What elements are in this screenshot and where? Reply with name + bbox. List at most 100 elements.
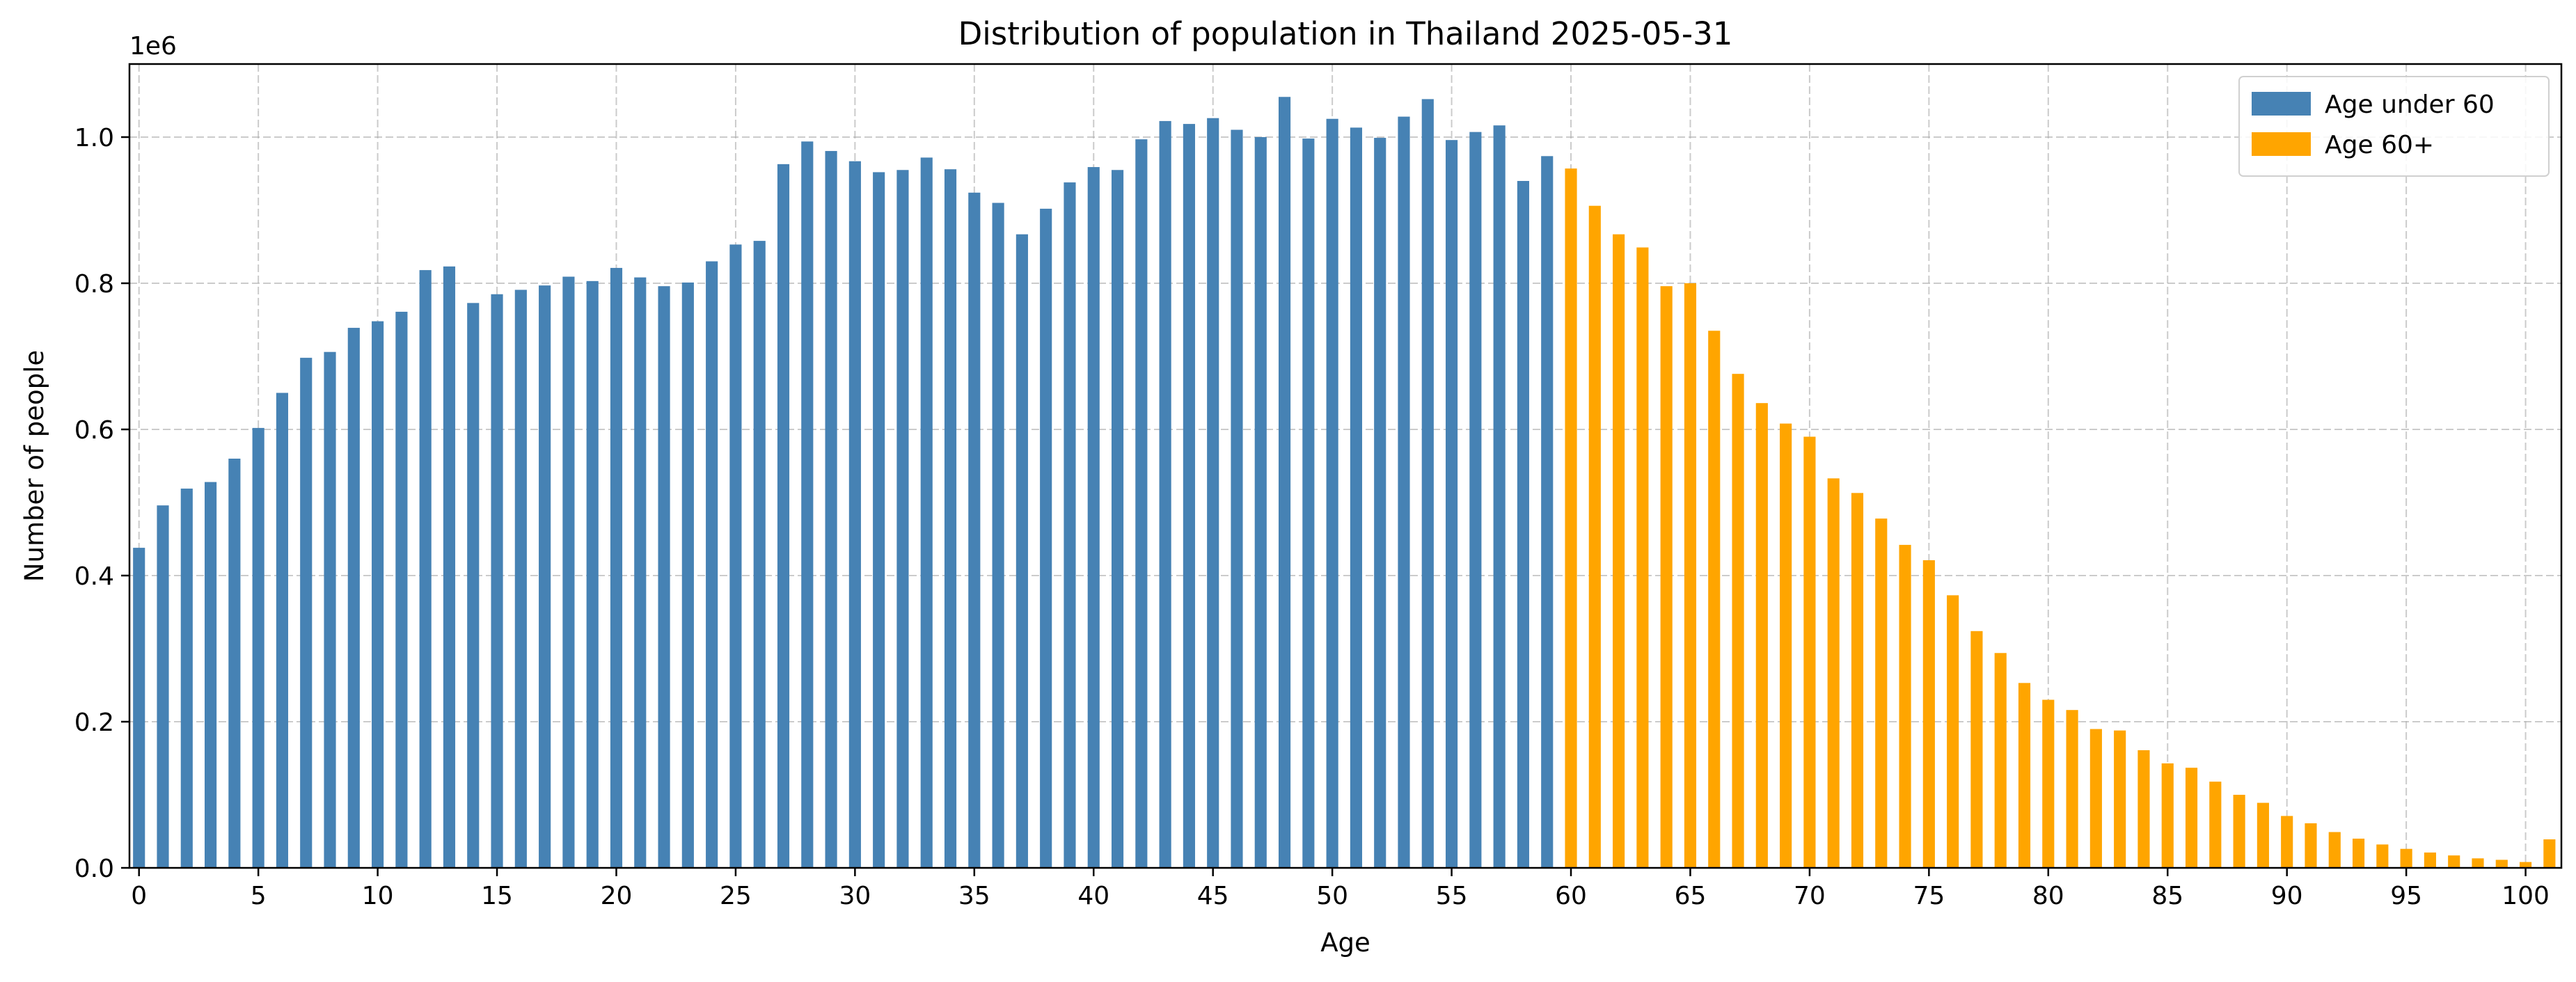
- y-tick-label: 0.4: [74, 562, 114, 591]
- bar-under-60: [777, 164, 790, 869]
- x-tick-label: 100: [2502, 882, 2550, 910]
- bar-under-60: [1398, 116, 1410, 869]
- bar-under-60: [968, 192, 981, 868]
- x-tick-label: 55: [1436, 882, 1468, 910]
- bar-60-plus: [1732, 374, 1744, 868]
- bar-under-60: [157, 505, 169, 868]
- x-tick-label: 40: [1077, 882, 1109, 910]
- bar-60-plus: [1684, 283, 1697, 868]
- bar-60-plus: [2185, 768, 2198, 868]
- bar-60-plus: [2424, 852, 2436, 868]
- bar-60-plus: [2400, 848, 2412, 868]
- bar-60-plus: [1755, 403, 1768, 868]
- y-tick-label: 0.0: [74, 855, 114, 883]
- bar-under-60: [1469, 132, 1482, 868]
- bar-under-60: [1421, 99, 1434, 868]
- bar-60-plus: [2114, 730, 2126, 868]
- bar-60-plus: [2233, 795, 2245, 868]
- bar-60-plus: [1780, 423, 1792, 868]
- bar-under-60: [825, 150, 837, 869]
- bar-under-60: [372, 321, 384, 869]
- bar-under-60: [443, 266, 456, 869]
- x-tick-label: 65: [1675, 882, 1707, 910]
- x-tick-label: 10: [362, 882, 394, 910]
- bar-under-60: [491, 294, 503, 868]
- x-tick-label: 20: [601, 882, 633, 910]
- x-tick-label: 95: [2390, 882, 2422, 910]
- bar-60-plus: [1588, 205, 1601, 868]
- bar-under-60: [514, 290, 527, 868]
- bar-under-60: [562, 276, 575, 868]
- bar-60-plus: [2543, 839, 2556, 868]
- bar-under-60: [539, 285, 551, 868]
- bar-under-60: [205, 482, 217, 868]
- bar-60-plus: [1827, 478, 1840, 868]
- x-tick-label: 25: [720, 882, 752, 910]
- bar-under-60: [419, 270, 432, 869]
- bar-60-plus: [1970, 631, 1983, 868]
- bar-under-60: [300, 358, 313, 868]
- bar-under-60: [1326, 118, 1338, 868]
- legend-swatch-under-60: [2252, 92, 2311, 116]
- bar-under-60: [1111, 170, 1124, 868]
- bar-under-60: [1517, 181, 1530, 868]
- bar-60-plus: [2042, 699, 2055, 868]
- bar-under-60: [706, 261, 718, 868]
- bar-under-60: [634, 277, 647, 869]
- x-tick-label: 70: [1794, 882, 1826, 910]
- bar-under-60: [228, 459, 241, 868]
- legend-box: [2238, 76, 2550, 177]
- bar-60-plus: [1851, 493, 1864, 868]
- bars: [133, 97, 2556, 869]
- bar-under-60: [1087, 167, 1100, 869]
- bar-60-plus: [2281, 816, 2293, 868]
- bar-under-60: [586, 280, 599, 869]
- bar-under-60: [1231, 129, 1243, 868]
- plot-frame: [128, 63, 2563, 869]
- bar-under-60: [992, 203, 1004, 868]
- bar-under-60: [681, 282, 694, 868]
- x-tick-label: 45: [1197, 882, 1229, 910]
- bar-60-plus: [1613, 234, 1625, 868]
- bar-60-plus: [2066, 710, 2078, 868]
- bar-under-60: [1446, 140, 1458, 869]
- bar-60-plus: [2161, 763, 2174, 868]
- bar-60-plus: [2209, 782, 2222, 868]
- bar-60-plus: [2138, 750, 2150, 868]
- bar-under-60: [1541, 156, 1554, 869]
- bar-under-60: [252, 427, 264, 868]
- y-axis-label: Number of people: [19, 350, 49, 582]
- bar-60-plus: [2448, 855, 2460, 868]
- legend-swatch-60-plus: [2252, 132, 2311, 156]
- bar-60-plus: [1899, 544, 1911, 868]
- x-tick-label: 15: [481, 882, 513, 910]
- bar-60-plus: [2495, 860, 2508, 868]
- x-tick-label: 50: [1316, 882, 1348, 910]
- bar-under-60: [848, 161, 861, 868]
- bar-under-60: [1159, 120, 1171, 868]
- bar-under-60: [1183, 124, 1195, 869]
- legend-label-under-60: Age under 60: [2325, 90, 2495, 119]
- bar-60-plus: [2519, 862, 2532, 868]
- bar-60-plus: [1660, 286, 1673, 868]
- bar-under-60: [896, 170, 909, 868]
- bar-60-plus: [2352, 839, 2365, 868]
- bar-under-60: [729, 244, 742, 869]
- bar-60-plus: [2257, 802, 2269, 868]
- x-tick-label: 0: [131, 882, 147, 910]
- bar-under-60: [467, 303, 480, 869]
- x-tick-label: 60: [1555, 882, 1587, 910]
- y-tick-label: 0.2: [74, 708, 114, 737]
- bar-under-60: [1135, 139, 1148, 868]
- bar-60-plus: [1875, 518, 1888, 868]
- bar-under-60: [610, 267, 623, 868]
- y-axis-offset-label: 1e6: [129, 32, 177, 61]
- bar-under-60: [753, 241, 766, 869]
- y-tick-label: 1.0: [74, 124, 114, 152]
- bar-60-plus: [1565, 168, 1577, 868]
- y-tick-label: 0.8: [74, 270, 114, 299]
- x-tick-label: 85: [2151, 882, 2183, 910]
- bar-under-60: [1302, 138, 1315, 869]
- bar-under-60: [347, 328, 360, 868]
- bar-60-plus: [1803, 436, 1816, 868]
